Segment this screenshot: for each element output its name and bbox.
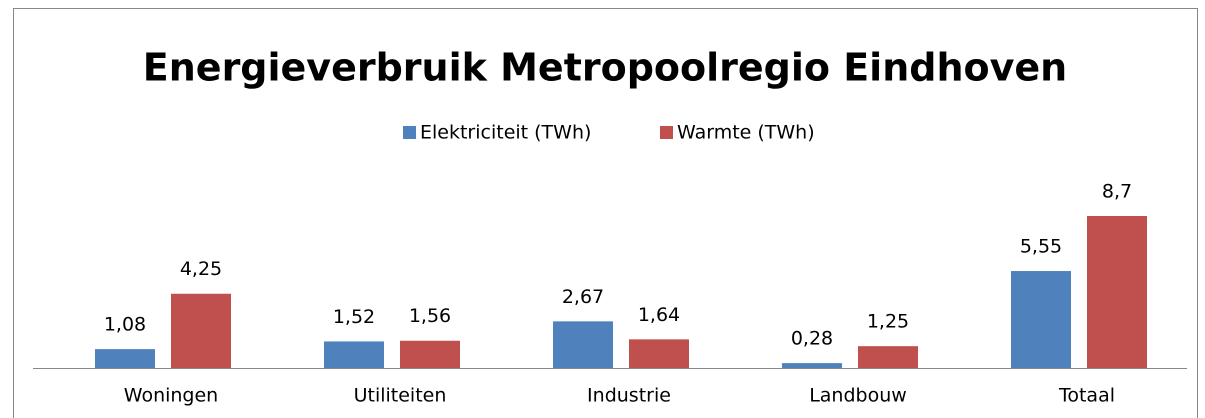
value-label: 1,64 (638, 304, 680, 326)
bar (1087, 216, 1147, 368)
value-label: 5,55 (1020, 236, 1062, 258)
value-label: 1,52 (333, 306, 375, 328)
bar (400, 340, 460, 368)
value-label: 1,56 (409, 305, 451, 327)
x-tick-label: Woningen (124, 385, 218, 407)
bar (858, 346, 918, 368)
bar (324, 341, 384, 368)
bar (629, 339, 689, 368)
chart-title: Energieverbruik Metropoolregio Eindhoven (143, 46, 1067, 90)
value-label: 4,25 (180, 258, 222, 280)
bar (553, 321, 613, 368)
x-tick-label: Landbouw (809, 385, 907, 407)
x-tick-label: Utiliteiten (354, 385, 447, 407)
legend-swatch (660, 126, 673, 139)
bar (95, 349, 155, 368)
value-label: 8,7 (1102, 181, 1132, 203)
legend-label: Elektriciteit (TWh) (420, 122, 591, 144)
bar (1011, 271, 1071, 368)
value-label: 0,28 (791, 328, 833, 350)
legend-swatch (403, 126, 416, 139)
x-tick-label: Industrie (587, 385, 671, 407)
value-label: 1,08 (104, 314, 146, 336)
legend-label: Warmte (TWh) (677, 122, 815, 144)
value-label: 2,67 (562, 286, 604, 308)
bar (782, 363, 842, 368)
x-tick-label: Totaal (1058, 385, 1115, 407)
value-label: 1,25 (867, 311, 909, 333)
bar (171, 293, 231, 368)
